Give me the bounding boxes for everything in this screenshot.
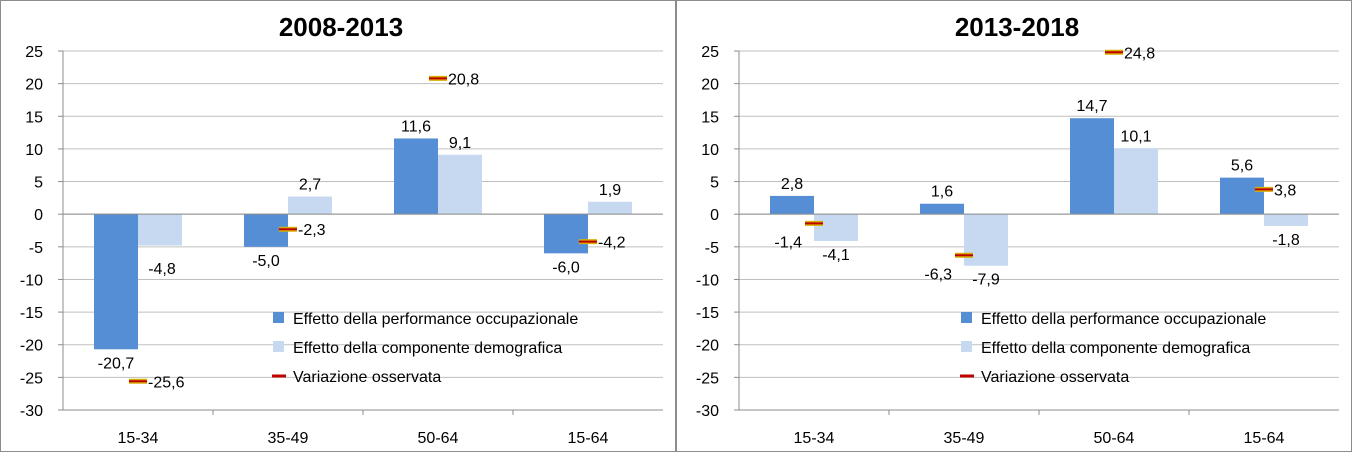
y-tick-label: 15 bbox=[701, 109, 719, 126]
bar bbox=[394, 138, 438, 215]
data-label: -1,4 bbox=[774, 234, 802, 251]
y-tick-label: 0 bbox=[34, 207, 43, 224]
y-tick-label: -5 bbox=[29, 240, 43, 257]
y-tick-label: -25 bbox=[696, 370, 719, 387]
data-label: 1,6 bbox=[931, 184, 953, 201]
data-label: 2,7 bbox=[299, 177, 321, 194]
data-label: -6,3 bbox=[924, 266, 952, 283]
legend-swatch bbox=[273, 341, 284, 352]
bar bbox=[138, 214, 182, 246]
x-tick-label: 35-49 bbox=[268, 430, 309, 447]
data-label: -4,2 bbox=[598, 235, 626, 252]
data-label: 10,1 bbox=[1120, 128, 1151, 145]
x-tick-label: 35-49 bbox=[944, 430, 985, 447]
chart-title: 2013-2018 bbox=[955, 12, 1079, 42]
data-label: -1,8 bbox=[1272, 232, 1300, 249]
bar bbox=[94, 214, 138, 350]
y-tick-label: 5 bbox=[34, 175, 43, 192]
data-label: 1,9 bbox=[599, 182, 621, 199]
y-tick-label: -10 bbox=[696, 272, 719, 289]
y-tick-label: 25 bbox=[701, 44, 719, 61]
bar bbox=[288, 196, 332, 215]
bar bbox=[438, 154, 482, 215]
legend-label: Effetto della performance occupazionale bbox=[981, 311, 1266, 328]
y-tick-label: -25 bbox=[20, 370, 43, 387]
data-label: 9,1 bbox=[449, 135, 471, 152]
x-tick-label: 15-64 bbox=[568, 430, 609, 447]
chart-svg-2008-2013: 2008-2013 25 20 15 10 5 0 -5 -10 -15 -20 -25 -30 15-3… bbox=[20, 12, 663, 447]
y-tick-label: -15 bbox=[696, 305, 719, 322]
legend-label: Effetto della componente demografica bbox=[293, 340, 562, 357]
bar bbox=[1070, 118, 1114, 215]
legend: Effetto della performance occupazionale E… bbox=[960, 311, 1266, 386]
x-tick-label: 15-64 bbox=[1244, 430, 1285, 447]
data-label: -25,6 bbox=[148, 374, 185, 391]
legend-swatch bbox=[961, 341, 972, 352]
bar bbox=[1114, 148, 1158, 215]
legend-label: Effetto della componente demografica bbox=[981, 340, 1250, 357]
chart-panel-2013-2018: 2013-2018 25 20 15 10 5 0 -5 -10 -15 -20 -25 -30 15-3… bbox=[676, 0, 1352, 452]
bar bbox=[964, 214, 1008, 266]
legend-label: Variazione osservata bbox=[293, 369, 441, 386]
y-tick-label: -30 bbox=[20, 403, 43, 420]
chart-svg-2013-2018: 2013-2018 25 20 15 10 5 0 -5 -10 -15 -20 -25 -30 15-3… bbox=[696, 12, 1339, 447]
legend: Effetto della performance occupazionale E… bbox=[272, 311, 578, 386]
bar bbox=[920, 203, 964, 215]
bar bbox=[544, 214, 588, 254]
data-label: 20,8 bbox=[448, 71, 479, 88]
y-tick-label: 5 bbox=[710, 175, 719, 192]
bar bbox=[1264, 214, 1308, 226]
x-tick-label: 15-34 bbox=[118, 430, 159, 447]
y-tick-label: 10 bbox=[701, 142, 719, 159]
bar bbox=[588, 201, 632, 215]
chart-panel-2008-2013: 2008-2013 25 20 15 10 5 0 -5 -10 -15 -20 -25 -30 15-3… bbox=[0, 0, 676, 452]
data-label: -20,7 bbox=[98, 355, 135, 372]
y-tick-label: -30 bbox=[696, 403, 719, 420]
x-tick-label: 50-64 bbox=[418, 430, 459, 447]
data-label: -7,9 bbox=[972, 272, 1000, 289]
bar bbox=[770, 195, 814, 215]
data-label: 3,8 bbox=[1274, 182, 1296, 199]
y-tick-label: 10 bbox=[25, 142, 43, 159]
y-tick-label: -5 bbox=[705, 240, 719, 257]
x-tick-label: 50-64 bbox=[1094, 430, 1135, 447]
data-label: 2,8 bbox=[781, 176, 803, 193]
data-label: -6,0 bbox=[552, 259, 580, 276]
data-label: 24,8 bbox=[1124, 45, 1155, 62]
legend-label: Effetto della performance occupazionale bbox=[293, 311, 578, 328]
data-label: -5,0 bbox=[252, 253, 280, 270]
data-label: 5,6 bbox=[1231, 158, 1253, 175]
data-label: -2,3 bbox=[298, 222, 326, 239]
data-label: -4,8 bbox=[148, 261, 176, 278]
x-tick-label: 15-34 bbox=[794, 430, 835, 447]
legend-swatch bbox=[961, 312, 972, 323]
y-tick-label: -10 bbox=[20, 272, 43, 289]
data-label: -4,1 bbox=[822, 247, 850, 264]
y-tick-label: -15 bbox=[20, 305, 43, 322]
y-tick-label: -20 bbox=[20, 338, 43, 355]
legend-label: Variazione osservata bbox=[981, 369, 1129, 386]
y-tick-label: 15 bbox=[25, 109, 43, 126]
data-label: 14,7 bbox=[1076, 98, 1107, 115]
y-tick-label: -20 bbox=[696, 338, 719, 355]
y-tick-label: 20 bbox=[25, 77, 43, 94]
y-tick-label: 25 bbox=[25, 44, 43, 61]
bar bbox=[1220, 177, 1264, 215]
y-tick-label: 0 bbox=[710, 207, 719, 224]
chart-title: 2008-2013 bbox=[279, 12, 403, 42]
bar bbox=[814, 214, 858, 241]
y-tick-label: 20 bbox=[701, 77, 719, 94]
legend-swatch bbox=[273, 312, 284, 323]
data-label: 11,6 bbox=[401, 118, 431, 135]
